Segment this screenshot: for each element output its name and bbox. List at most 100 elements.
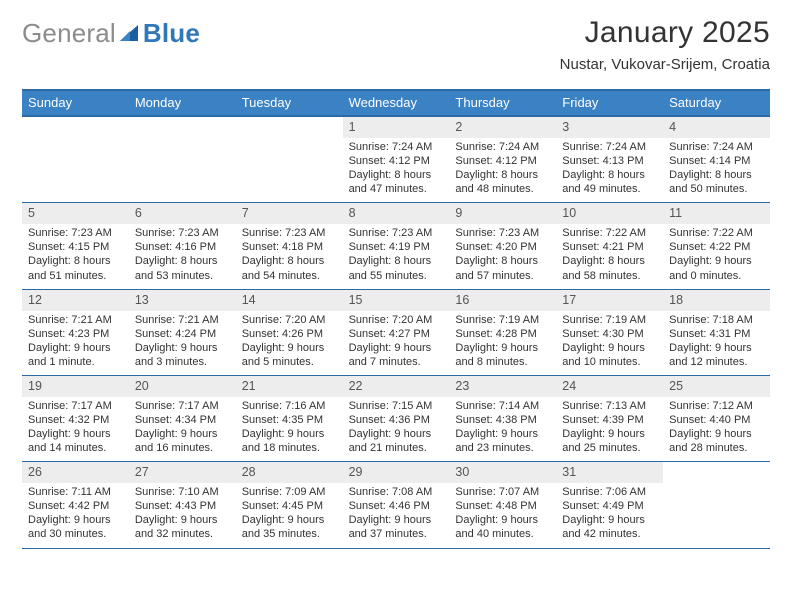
daylight-line: Daylight: 9 hours and 25 minutes. <box>562 427 659 455</box>
sunset-line: Sunset: 4:32 PM <box>28 413 125 427</box>
weekday-header: Thursday <box>449 91 556 115</box>
calendar-cell: 9Sunrise: 7:23 AMSunset: 4:20 PMDaylight… <box>449 203 556 288</box>
day-detail: Sunrise: 7:16 AMSunset: 4:35 PMDaylight:… <box>236 399 343 455</box>
sunset-line: Sunset: 4:30 PM <box>562 327 659 341</box>
calendar-cell-blank: 0Sunrise: Sunset: Daylight: <box>663 462 770 547</box>
day-number: 30 <box>449 462 556 483</box>
day-detail: Sunrise: 7:24 AMSunset: 4:13 PMDaylight:… <box>556 140 663 196</box>
sunrise-line: Sunrise: 7:23 AM <box>455 226 552 240</box>
calendar-cell: 11Sunrise: 7:22 AMSunset: 4:22 PMDayligh… <box>663 203 770 288</box>
sunrise-line: Sunrise: 7:23 AM <box>135 226 232 240</box>
sunset-line: Sunset: 4:23 PM <box>28 327 125 341</box>
sunrise-line: Sunrise: 7:15 AM <box>349 399 446 413</box>
daylight-line: Daylight: 9 hours and 3 minutes. <box>135 341 232 369</box>
calendar-cell: 20Sunrise: 7:17 AMSunset: 4:34 PMDayligh… <box>129 376 236 461</box>
logo-text-blue: Blue <box>143 18 200 49</box>
day-number: 19 <box>22 376 129 397</box>
day-detail: Sunrise: 7:17 AMSunset: 4:34 PMDaylight:… <box>129 399 236 455</box>
sunset-line: Sunset: 4:49 PM <box>562 499 659 513</box>
daylight-line: Daylight: 9 hours and 8 minutes. <box>455 341 552 369</box>
weekday-header: Sunday <box>22 91 129 115</box>
daylight-line: Daylight: 9 hours and 23 minutes. <box>455 427 552 455</box>
weekday-header: Friday <box>556 91 663 115</box>
sunset-line: Sunset: 4:12 PM <box>349 154 446 168</box>
day-number: 13 <box>129 290 236 311</box>
location-subtitle: Nustar, Vukovar-Srijem, Croatia <box>560 56 770 73</box>
sunset-line: Sunset: 4:46 PM <box>349 499 446 513</box>
day-number: 15 <box>343 290 450 311</box>
sunset-line: Sunset: 4:48 PM <box>455 499 552 513</box>
sunset-line: Sunset: 4:45 PM <box>242 499 339 513</box>
sunset-line: Sunset: 4:20 PM <box>455 240 552 254</box>
day-detail: Sunrise: 7:15 AMSunset: 4:36 PMDaylight:… <box>343 399 450 455</box>
day-number: 3 <box>556 117 663 138</box>
day-number: 23 <box>449 376 556 397</box>
sunrise-line: Sunrise: 7:23 AM <box>242 226 339 240</box>
daylight-line: Daylight: 9 hours and 37 minutes. <box>349 513 446 541</box>
weekday-header: Saturday <box>663 91 770 115</box>
day-detail: Sunrise: 7:18 AMSunset: 4:31 PMDaylight:… <box>663 313 770 369</box>
calendar-cell: 19Sunrise: 7:17 AMSunset: 4:32 PMDayligh… <box>22 376 129 461</box>
day-detail: Sunrise: 7:24 AMSunset: 4:12 PMDaylight:… <box>343 140 450 196</box>
daylight-line: Daylight: 9 hours and 40 minutes. <box>455 513 552 541</box>
sunrise-line: Sunrise: 7:24 AM <box>455 140 552 154</box>
logo: General Blue <box>22 18 200 49</box>
calendar-cell: 6Sunrise: 7:23 AMSunset: 4:16 PMDaylight… <box>129 203 236 288</box>
sunrise-line: Sunrise: 7:20 AM <box>349 313 446 327</box>
day-detail: Sunrise: 7:22 AMSunset: 4:21 PMDaylight:… <box>556 226 663 282</box>
calendar-cell: 18Sunrise: 7:18 AMSunset: 4:31 PMDayligh… <box>663 290 770 375</box>
daylight-line: Daylight: 9 hours and 35 minutes. <box>242 513 339 541</box>
day-detail: Sunrise: 7:19 AMSunset: 4:30 PMDaylight:… <box>556 313 663 369</box>
sunset-line: Sunset: 4:12 PM <box>455 154 552 168</box>
sunrise-line: Sunrise: 7:21 AM <box>135 313 232 327</box>
sunset-line: Sunset: 4:35 PM <box>242 413 339 427</box>
day-detail: Sunrise: 7:08 AMSunset: 4:46 PMDaylight:… <box>343 485 450 541</box>
day-number: 24 <box>556 376 663 397</box>
daylight-line: Daylight: 8 hours and 54 minutes. <box>242 254 339 282</box>
daylight-line: Daylight: 8 hours and 53 minutes. <box>135 254 232 282</box>
day-detail: Sunrise: 7:21 AMSunset: 4:24 PMDaylight:… <box>129 313 236 369</box>
day-number: 1 <box>343 117 450 138</box>
calendar-cell: 5Sunrise: 7:23 AMSunset: 4:15 PMDaylight… <box>22 203 129 288</box>
calendar-cell: 8Sunrise: 7:23 AMSunset: 4:19 PMDaylight… <box>343 203 450 288</box>
day-number: 5 <box>22 203 129 224</box>
day-number: 11 <box>663 203 770 224</box>
sunrise-line: Sunrise: 7:16 AM <box>242 399 339 413</box>
sunrise-line: Sunrise: 7:07 AM <box>455 485 552 499</box>
sunrise-line: Sunrise: 7:11 AM <box>28 485 125 499</box>
daylight-line: Daylight: 8 hours and 58 minutes. <box>562 254 659 282</box>
calendar-cell: 29Sunrise: 7:08 AMSunset: 4:46 PMDayligh… <box>343 462 450 547</box>
day-detail: Sunrise: 7:13 AMSunset: 4:39 PMDaylight:… <box>556 399 663 455</box>
daylight-line: Daylight: 8 hours and 47 minutes. <box>349 168 446 196</box>
sunset-line: Sunset: 4:26 PM <box>242 327 339 341</box>
day-detail: Sunrise: 7:23 AMSunset: 4:15 PMDaylight:… <box>22 226 129 282</box>
day-detail: Sunrise: 7:24 AMSunset: 4:14 PMDaylight:… <box>663 140 770 196</box>
sunset-line: Sunset: 4:22 PM <box>669 240 766 254</box>
sunset-line: Sunset: 4:13 PM <box>562 154 659 168</box>
sunset-line: Sunset: 4:18 PM <box>242 240 339 254</box>
sunset-line: Sunset: 4:19 PM <box>349 240 446 254</box>
sunrise-line: Sunrise: 7:09 AM <box>242 485 339 499</box>
daylight-line: Daylight: 9 hours and 5 minutes. <box>242 341 339 369</box>
calendar-cell: 14Sunrise: 7:20 AMSunset: 4:26 PMDayligh… <box>236 290 343 375</box>
calendar-cell-blank: 0Sunrise: Sunset: Daylight: <box>236 117 343 202</box>
day-detail: Sunrise: 7:09 AMSunset: 4:45 PMDaylight:… <box>236 485 343 541</box>
sunset-line: Sunset: 4:31 PM <box>669 327 766 341</box>
daylight-line: Daylight: 9 hours and 42 minutes. <box>562 513 659 541</box>
calendar-cell: 27Sunrise: 7:10 AMSunset: 4:43 PMDayligh… <box>129 462 236 547</box>
day-number: 16 <box>449 290 556 311</box>
day-number: 4 <box>663 117 770 138</box>
week-row: 12Sunrise: 7:21 AMSunset: 4:23 PMDayligh… <box>22 290 770 376</box>
daylight-line: Daylight: 9 hours and 12 minutes. <box>669 341 766 369</box>
sunrise-line: Sunrise: 7:12 AM <box>669 399 766 413</box>
page-title: January 2025 <box>560 16 770 50</box>
week-row: 0Sunrise: Sunset: Daylight: 0Sunrise: Su… <box>22 117 770 203</box>
day-detail: Sunrise: 7:19 AMSunset: 4:28 PMDaylight:… <box>449 313 556 369</box>
daylight-line: Daylight: 8 hours and 55 minutes. <box>349 254 446 282</box>
sunset-line: Sunset: 4:42 PM <box>28 499 125 513</box>
calendar-cell: 25Sunrise: 7:12 AMSunset: 4:40 PMDayligh… <box>663 376 770 461</box>
logo-text-general: General <box>22 18 116 49</box>
day-detail: Sunrise: 7:23 AMSunset: 4:20 PMDaylight:… <box>449 226 556 282</box>
sunset-line: Sunset: 4:14 PM <box>669 154 766 168</box>
week-row: 19Sunrise: 7:17 AMSunset: 4:32 PMDayligh… <box>22 376 770 462</box>
